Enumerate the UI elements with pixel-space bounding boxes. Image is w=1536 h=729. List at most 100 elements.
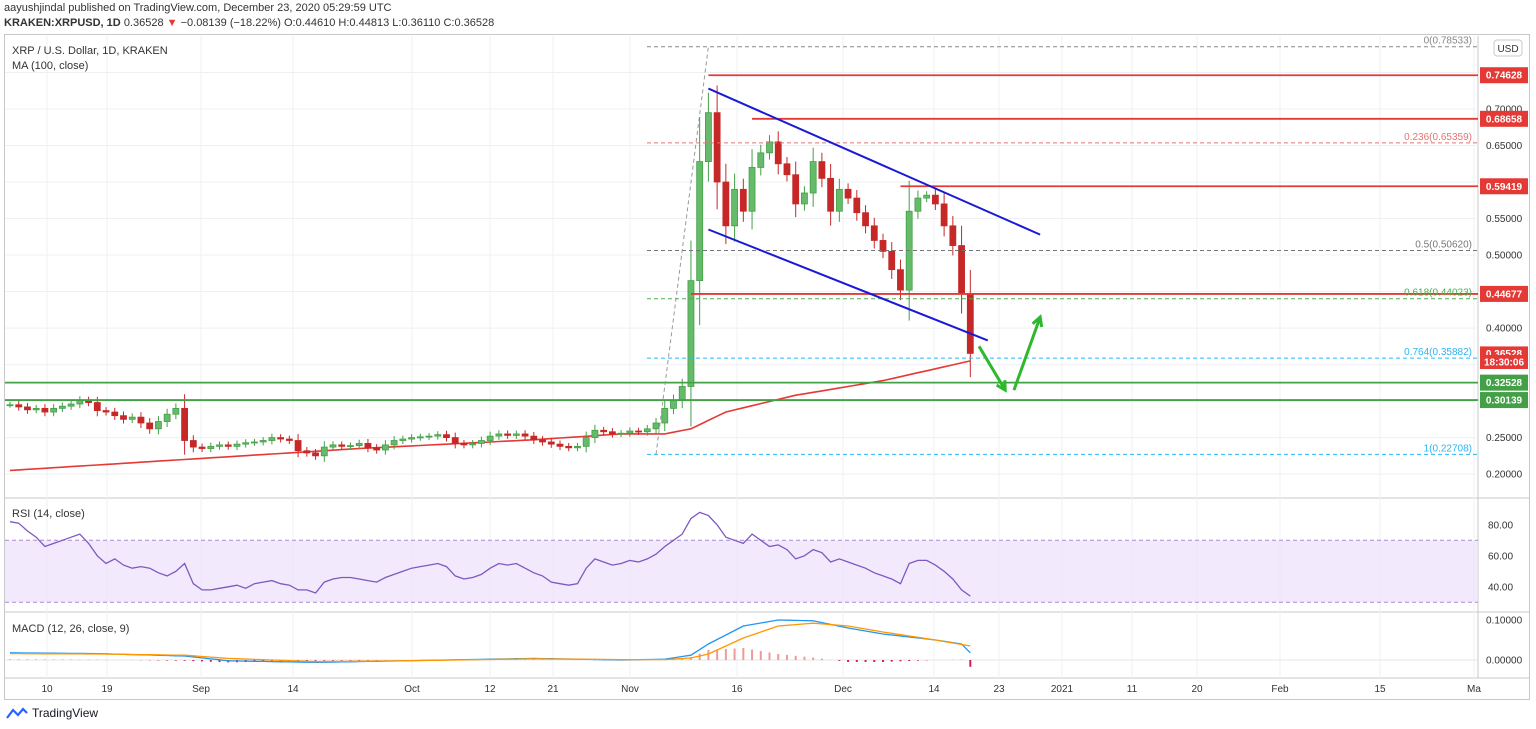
candle-body [643,428,651,433]
currency-badge[interactable] [1493,39,1523,57]
fib-label: 0.764(0.35882) [1404,347,1472,358]
price-tick-label: 0.65000 [1486,141,1523,152]
candle-body [198,446,206,449]
candle-body [347,445,354,448]
candle-body [120,415,127,420]
candle-body [224,444,232,447]
candle-body [495,433,503,437]
tradingview-logo-icon [6,707,28,719]
candle-body [888,250,896,271]
channel-line [707,87,1041,236]
candle-body [111,411,119,417]
x-tick-label: 19 [101,684,113,695]
candle-body [582,437,590,447]
price-tick-label: 0.55000 [1486,214,1523,225]
level-badge [1480,110,1528,127]
candle-body [862,212,869,227]
arrow-head [995,380,1007,393]
candle-body [277,437,285,440]
candle-body [155,421,162,430]
x-tick-label: 14 [928,684,940,695]
level-badge-label: 0.74628 [1486,71,1523,82]
macd-title: MACD (12, 26, close, 9) [12,623,129,635]
x-tick-label: Ma [1467,684,1481,695]
candle-body [504,433,512,436]
chart-frame[interactable] [4,34,1530,700]
level-badge [1480,67,1528,84]
candle-body [181,407,189,441]
candle-body [678,386,686,401]
x-tick-label: Feb [1271,684,1289,695]
candle-body [24,406,31,411]
candle-body [303,450,311,454]
currency-badge-label: USD [1497,44,1518,55]
horizontal-levels [5,74,1478,401]
price-badges: 0.74628 0.68658 0.59419 0.44677 0.32528 0.301… [1480,67,1528,409]
price-tick-label: 0.50000 [1486,251,1523,262]
macd-series-path [10,622,971,663]
rsi-line [9,511,971,597]
high-value: 0.44813 [349,17,390,29]
candle-body [425,435,433,438]
change-value: −0.08139 (−18.22%) [180,17,281,29]
candle-body [966,293,974,354]
price-tick-label: 0.20000 [1486,470,1523,481]
candle-body [338,444,346,447]
trend-arrow [977,345,1007,391]
candle-body [897,269,904,291]
candle-body [6,404,14,407]
candle-body [242,442,250,445]
candle-body [556,443,564,447]
candle-body [713,112,721,183]
candle-body [355,443,363,447]
candle-body [696,161,704,282]
fib-label: 0(0.78533) [1424,36,1472,47]
candle-body [50,407,58,413]
grid-lines [5,36,1530,679]
candle-body [783,163,791,176]
candle-body [521,433,529,437]
candle-body [251,441,258,444]
candle-body [399,438,407,441]
candle-body [600,429,608,433]
candle-body [15,404,23,408]
fib-label: 0.5(0.50620) [1415,240,1472,251]
candle-body [844,188,852,199]
candle-body [635,430,642,433]
candle-body [827,177,835,212]
candle-body [207,445,215,449]
brand-footer[interactable]: TradingView [6,706,98,720]
candle-body [809,161,817,194]
open-value: 0.44610 [295,17,336,29]
candle-body [748,167,756,212]
candle-body [792,174,800,205]
candle-body [216,444,223,447]
candle-body [320,446,328,457]
level-badge-label: 0.32528 [1486,378,1523,389]
x-tick-label: 23 [993,684,1005,695]
level-badge-label: 0.59419 [1486,182,1523,193]
x-tick-label: Sep [192,684,210,695]
candle-body [408,437,415,440]
level-badge [1480,178,1528,195]
x-tick-label: Nov [621,684,639,695]
trend-arrow [1012,316,1042,391]
candle-body [818,161,826,179]
candle-body [469,443,477,446]
candle-body [914,197,922,212]
candle-body [853,197,861,214]
close-label: C: [443,17,455,29]
candle-body [67,403,75,407]
price-tick-label: 0.70000 [1486,105,1523,116]
symbol-label: KRAKEN:XRPUSD, 1D [4,17,121,29]
time-axis: 10 19 Sep 14 Oct 12 21 Nov 16 Dec 14 23 2021 11 20 Feb 1… [41,684,1481,695]
candle-body [381,444,389,451]
pane-title: XRP / U.S. Dollar, 1D, KRAKEN [12,45,168,57]
candle-body [652,422,660,430]
fib-label: 1(0.22708) [1424,443,1472,454]
candle-body [390,440,398,446]
candle-body [574,445,581,449]
candle-body [766,141,773,154]
candle-body [931,194,939,205]
